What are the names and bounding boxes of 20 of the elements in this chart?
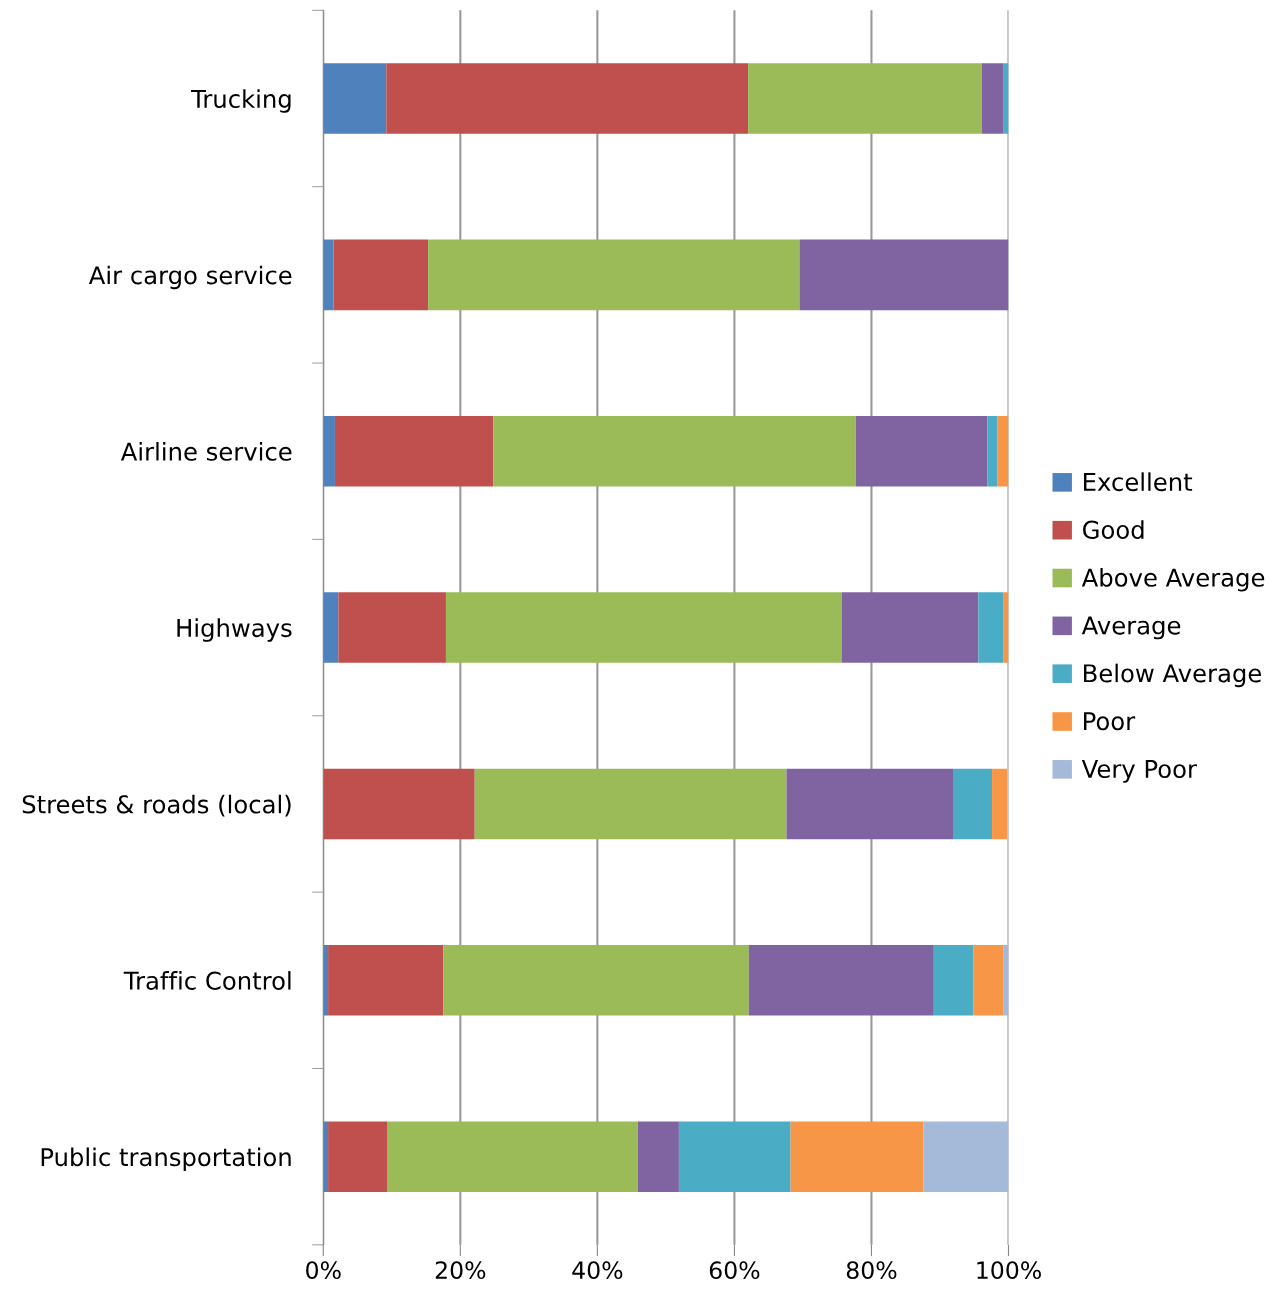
x-tick-label: 0%	[306, 1261, 341, 1280]
legend-label: Below Average	[1084, 663, 1262, 688]
y-tick-label: Highways	[177, 618, 292, 642]
legend-label: Very Poor	[1081, 760, 1197, 783]
legend-label: Poor	[1084, 712, 1136, 731]
x-tick-label: 60%	[709, 1261, 760, 1280]
y-tick-label: Airline service	[120, 441, 292, 461]
x-tick-label: 40%	[572, 1261, 623, 1280]
legend-label: Excellent	[1084, 472, 1193, 492]
legend-label: Above Average	[1081, 567, 1265, 592]
legend-label: Good	[1083, 520, 1144, 539]
x-tick-label: 80%	[846, 1261, 897, 1280]
y-tick-label: Traffic Control	[123, 971, 291, 990]
x-tick-label: 20%	[435, 1261, 486, 1280]
y-tick-label: Public transportation	[41, 1147, 291, 1171]
y-tick-label: Streets & roads (local)	[22, 794, 291, 817]
y-tick-label: Air cargo service	[88, 265, 292, 290]
legend-label: Average	[1081, 616, 1181, 640]
y-tick-label: Trucking	[190, 89, 291, 113]
x-tick-label: 100%	[977, 1261, 1041, 1280]
